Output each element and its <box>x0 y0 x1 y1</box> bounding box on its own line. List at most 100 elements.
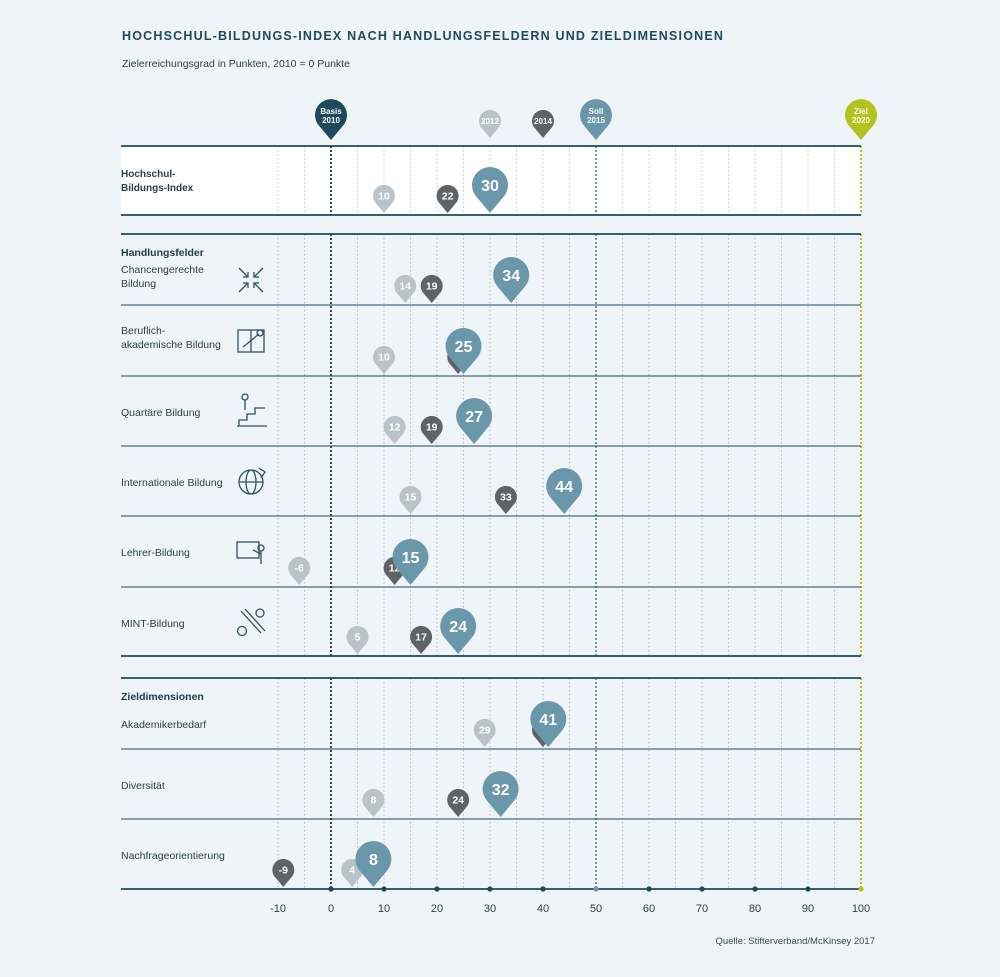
pin-label: 30 <box>481 178 499 195</box>
pin-label: 2020 <box>852 116 870 125</box>
row-label: Nachfrageorientierung <box>121 850 225 862</box>
pin-label: 32 <box>492 782 510 799</box>
pin-2015: 8 <box>355 841 392 887</box>
row-label: Quartäre Bildung <box>121 407 201 419</box>
person-steps-icon <box>237 393 267 427</box>
pin-shape <box>315 99 347 140</box>
pin-label: 12 <box>389 422 401 434</box>
icon-stroke <box>253 282 264 293</box>
icon-stroke <box>256 329 264 337</box>
section-heading: Zieldimensionen <box>121 691 204 703</box>
x-tick-dot <box>328 886 334 892</box>
x-tick-label: 70 <box>696 903 708 915</box>
pin-2014: 24 <box>447 788 470 817</box>
row: Hochschul- Bildungs-Index 10 22 30 <box>121 167 508 213</box>
pin-label: 17 <box>415 632 427 644</box>
pin-shape <box>845 99 877 140</box>
row: Quartäre Bildung 12 19 27 <box>121 393 493 444</box>
pin-shape <box>530 701 567 747</box>
row-label: Hochschul- <box>121 169 175 180</box>
x-tick-dot <box>646 886 652 892</box>
row-label: Beruflich- <box>121 325 166 337</box>
row-label: Lehrer-Bildung <box>121 547 190 559</box>
pin-label: 8 <box>370 795 376 807</box>
teacher-board-icon <box>236 541 265 564</box>
pin-label: -6 <box>295 563 304 575</box>
grid-lines <box>277 146 835 889</box>
icon-stroke <box>242 333 260 348</box>
pin-label: 2010 <box>322 116 340 125</box>
x-tick-label: 10 <box>378 903 390 915</box>
pin-label: 33 <box>500 492 512 504</box>
pin-shape <box>445 328 482 374</box>
pin-2015: 30 <box>472 167 508 213</box>
section-3: ZieldimensionenAkademikerbedarf294041Div… <box>121 691 567 887</box>
pin-shape <box>373 184 395 213</box>
icon-stroke <box>244 608 266 632</box>
pin-2015: 24 <box>440 608 477 654</box>
row: MINT-Bildung 5 17 24 <box>121 608 477 654</box>
pin-label: 10 <box>378 191 390 203</box>
pin-2015: 34 <box>493 257 530 303</box>
pin-label: -9 <box>279 865 288 877</box>
pin-label: 15 <box>405 492 417 504</box>
pin-shape <box>447 788 470 817</box>
pin-label: Soll <box>589 107 604 116</box>
pin-label: 29 <box>479 725 491 737</box>
x-tick-dot <box>858 886 864 892</box>
icon-stroke <box>253 282 259 288</box>
x-tick-dot <box>699 886 705 892</box>
pin-shape <box>580 99 612 140</box>
pin-label: 4 <box>349 865 355 877</box>
pin-label: 10 <box>378 352 390 364</box>
x-tick-dot <box>805 886 811 892</box>
pin-label: 24 <box>449 619 467 636</box>
pin-shape <box>399 485 422 514</box>
pin-2014: 22 <box>436 184 459 213</box>
pin-label: 34 <box>502 268 520 285</box>
icon-stroke <box>255 608 265 618</box>
pin-shape <box>493 257 530 303</box>
x-tick-label: 40 <box>537 903 549 915</box>
pin-shape <box>272 858 295 887</box>
pin-2012: 5 <box>346 625 369 654</box>
pin-label: 2015 <box>587 116 605 125</box>
x-tick-label: 90 <box>802 903 814 915</box>
x-tick-label: 80 <box>749 903 761 915</box>
pin-label: 22 <box>442 191 454 203</box>
icon-stroke <box>238 407 265 426</box>
row-lines <box>121 145 861 890</box>
pin-shape <box>482 771 519 817</box>
icon-stroke <box>258 467 266 479</box>
row-label: MINT-Bildung <box>121 618 185 630</box>
x-tick-dot <box>434 886 440 892</box>
pin-shape <box>532 109 555 138</box>
pin-2012: 14 <box>394 274 417 303</box>
pin-2014: 19 <box>420 415 443 444</box>
pin-label: 8 <box>369 852 378 869</box>
icon-stroke <box>240 610 262 634</box>
row-label: Diversität <box>121 780 165 792</box>
pin-label: Basis <box>320 107 342 116</box>
pin-2015: 41 <box>530 701 567 747</box>
x-axis: -10 0 10 20 30 40 50 60 70 80 90 100 <box>270 886 870 915</box>
x-tick-dot <box>752 886 758 892</box>
section-1: Hochschul- Bildungs-Index 10 22 30 <box>121 167 508 213</box>
icon-stroke <box>243 272 249 278</box>
icon-stroke <box>253 272 259 278</box>
row-label: Internationale Bildung <box>121 477 223 489</box>
arrows-inward-icon <box>238 267 264 293</box>
row-label: Akademikerbedarf <box>121 719 206 731</box>
x-tick-label: 100 <box>852 903 870 915</box>
row: Beruflich-akademische Bildung102425 <box>121 325 482 374</box>
pin-shape <box>456 398 493 444</box>
pin-label: 15 <box>402 550 420 567</box>
row: Diversität 8 24 32 <box>121 771 519 817</box>
pin-shape <box>362 788 385 817</box>
pin-2014: 19 <box>420 274 443 303</box>
pin-2012: -6 <box>288 556 311 585</box>
pin-2015: 44 <box>546 468 583 514</box>
